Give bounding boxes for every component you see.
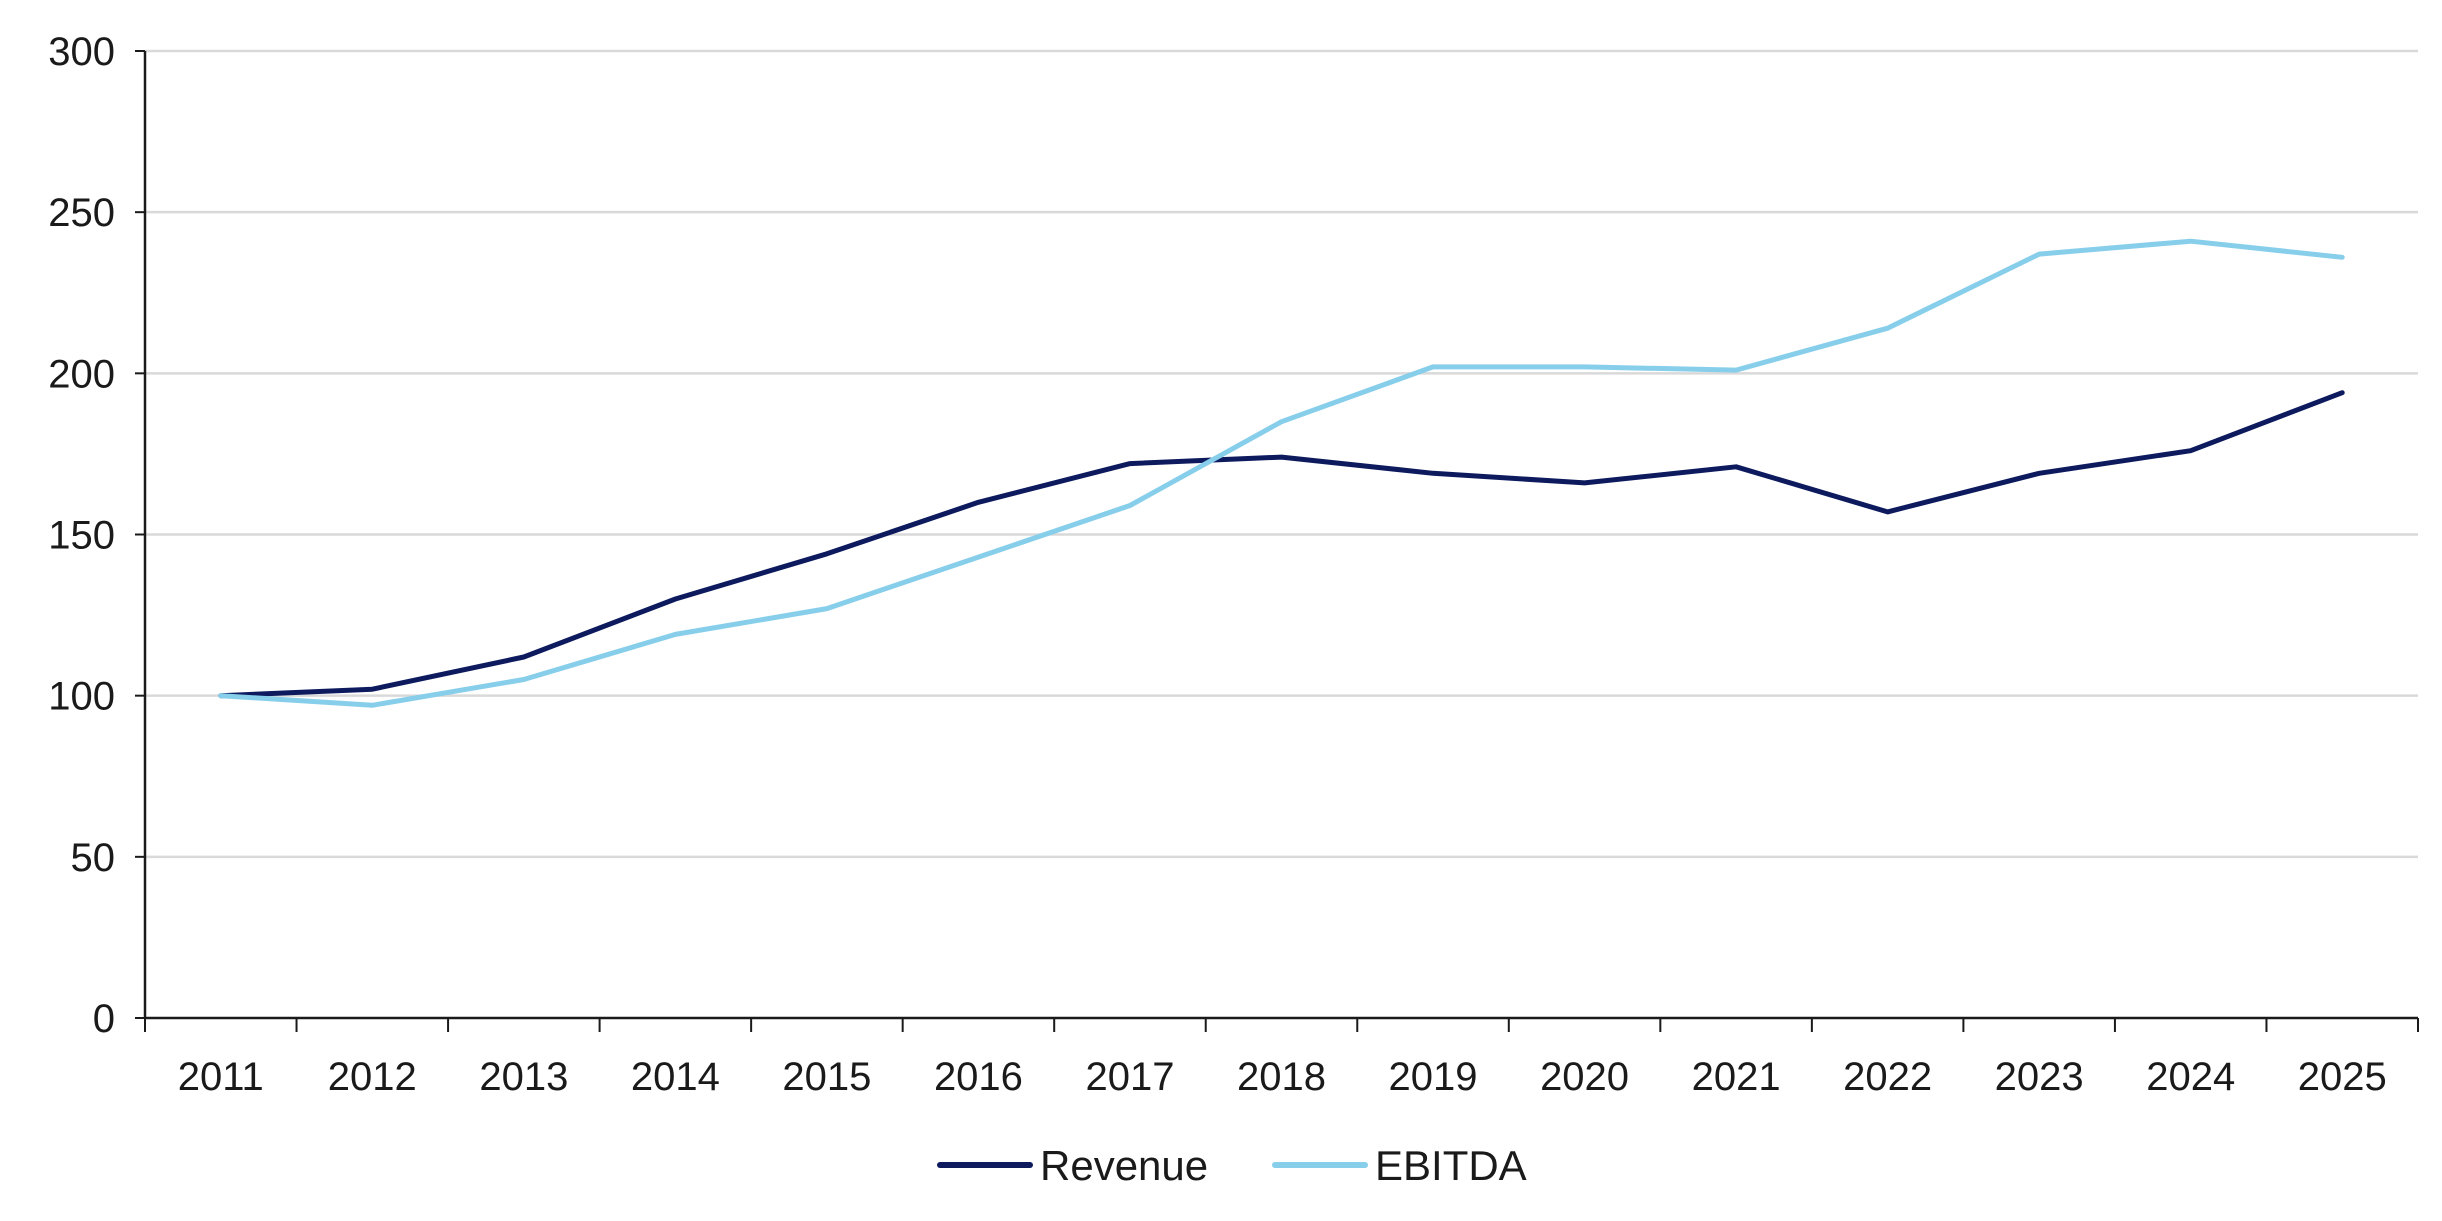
legend: Revenue EBITDA [937,1142,1527,1189]
x-tick-label: 2011 [178,1055,264,1099]
x-tick-label: 2015 [782,1055,871,1099]
x-tick-label: 2018 [1237,1055,1326,1099]
y-tick-label: 300 [48,30,115,74]
x-tick-label: 2023 [1995,1055,2084,1099]
y-tick-label: 0 [93,997,115,1041]
legend-label-ebitda: EBITDA [1375,1142,1527,1189]
x-axis: 2011 2012 2013 2014 2015 2016 2017 2018 2019 2020… [144,1016,2419,1099]
y-tick-label: 200 [48,352,115,396]
series-line-ebitda [218,238,2345,708]
x-tick-label: 2022 [1843,1055,1932,1099]
series-lines [218,238,2345,708]
y-tick-label: 250 [48,191,115,235]
gridlines [145,49,2418,859]
x-tick-label: 2019 [1389,1055,1478,1099]
x-tick-label: 2020 [1540,1055,1629,1099]
series-line-revenue [218,390,2345,699]
x-tick-label: 2013 [479,1055,568,1099]
x-tick-label: 2021 [1692,1055,1781,1099]
legend-label-revenue: Revenue [1040,1142,1208,1189]
x-tick-label: 2014 [631,1055,720,1099]
x-tick-label: 2024 [2146,1055,2235,1099]
x-tick-label: 2017 [1085,1055,1174,1099]
y-tick-label: 100 [48,675,115,719]
y-tick-label: 150 [48,514,115,558]
y-axis: 0 50 100 150 200 250 300 [48,30,147,1041]
x-tick-label: 2012 [328,1055,417,1099]
y-tick-label: 50 [71,836,116,880]
x-tick-label: 2025 [2298,1055,2387,1099]
x-tick-label: 2016 [934,1055,1023,1099]
